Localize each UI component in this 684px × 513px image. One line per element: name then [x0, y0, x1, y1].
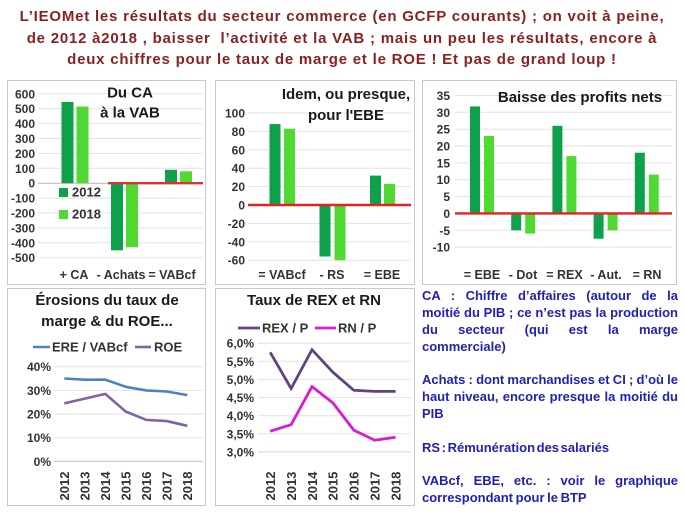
svg-text:- RS: - RS	[320, 268, 345, 282]
svg-text:30%: 30%	[27, 384, 51, 398]
svg-text:ERE / VABcf: ERE / VABcf	[52, 340, 128, 355]
svg-text:= EBE: = EBE	[464, 268, 500, 282]
svg-text:2014: 2014	[98, 471, 113, 501]
svg-text:2016: 2016	[347, 472, 362, 501]
svg-text:500: 500	[15, 102, 35, 116]
svg-text:2013: 2013	[78, 472, 93, 501]
svg-text:2015: 2015	[326, 472, 341, 501]
svg-text:= REX: = REX	[546, 268, 583, 282]
svg-text:25: 25	[437, 123, 451, 137]
svg-text:20: 20	[232, 180, 246, 194]
svg-text:20: 20	[437, 140, 451, 154]
svg-text:= RN: = RN	[633, 268, 662, 282]
svg-text:= EBE: = EBE	[364, 268, 400, 282]
svg-text:2018: 2018	[72, 207, 101, 222]
svg-text:40%: 40%	[27, 360, 51, 374]
svg-text:REX / P: REX / P	[262, 321, 309, 336]
svg-text:2015: 2015	[119, 472, 134, 501]
svg-text:2012: 2012	[263, 472, 278, 501]
svg-text:10: 10	[437, 173, 451, 187]
svg-text:pour l'EBE: pour l'EBE	[308, 107, 384, 124]
svg-text:-100: -100	[11, 192, 35, 206]
svg-text:Érosions du taux de: Érosions du taux de	[35, 292, 178, 309]
svg-text:marge & du ROE...: marge & du ROE...	[41, 313, 173, 330]
svg-text:Du CA: Du CA	[107, 85, 153, 102]
svg-text:2012: 2012	[72, 185, 101, 200]
svg-text:20%: 20%	[27, 408, 51, 422]
svg-text:100: 100	[15, 162, 35, 176]
svg-text:60: 60	[232, 143, 246, 157]
svg-text:-300: -300	[11, 221, 35, 235]
svg-text:-40: -40	[228, 235, 246, 249]
svg-text:80: 80	[232, 125, 246, 139]
svg-text:-500: -500	[11, 251, 35, 265]
svg-text:6,0%: 6,0%	[227, 337, 255, 351]
svg-text:5: 5	[443, 190, 450, 204]
svg-text:Baisse des profits nets: Baisse des profits nets	[498, 89, 662, 106]
svg-text:-200: -200	[11, 207, 35, 221]
svg-text:-5: -5	[439, 224, 450, 238]
svg-text:- Dot: - Dot	[509, 268, 538, 282]
svg-text:0: 0	[238, 199, 245, 213]
svg-text:200: 200	[15, 147, 35, 161]
svg-text:-20: -20	[228, 217, 246, 231]
svg-text:-10: -10	[433, 241, 451, 255]
svg-text:= VABcf: = VABcf	[258, 268, 306, 282]
svg-text:300: 300	[15, 132, 35, 146]
svg-text:0: 0	[28, 177, 35, 191]
svg-text:3,5%: 3,5%	[227, 427, 255, 441]
svg-text:2016: 2016	[139, 472, 154, 501]
svg-text:-400: -400	[11, 236, 35, 250]
svg-text:40: 40	[232, 162, 246, 176]
svg-text:2017: 2017	[160, 472, 175, 501]
svg-text:15: 15	[437, 156, 451, 170]
svg-text:ROE: ROE	[154, 340, 183, 355]
svg-text:0%: 0%	[34, 455, 52, 469]
svg-text:- Aut.: - Aut.	[590, 268, 621, 282]
svg-text:RN / P: RN / P	[338, 321, 377, 336]
svg-text:Idem, ou presque,: Idem, ou presque,	[282, 86, 410, 103]
svg-text:2012: 2012	[57, 472, 72, 501]
svg-text:10%: 10%	[27, 431, 51, 445]
svg-text:400: 400	[15, 117, 35, 131]
svg-text:4,0%: 4,0%	[227, 409, 255, 423]
svg-text:= VABcf: = VABcf	[148, 268, 196, 282]
svg-text:4,5%: 4,5%	[227, 391, 255, 405]
svg-text:+ CA: + CA	[60, 268, 89, 282]
svg-text:-60: -60	[228, 254, 246, 268]
svg-text:à la VAB: à la VAB	[100, 105, 160, 122]
svg-text:0: 0	[443, 207, 450, 221]
svg-text:Taux de REX et RN: Taux de REX et RN	[247, 292, 381, 309]
svg-text:35: 35	[437, 89, 451, 103]
svg-text:5,5%: 5,5%	[227, 355, 255, 369]
svg-text:2017: 2017	[368, 472, 383, 501]
svg-text:2013: 2013	[284, 472, 299, 501]
svg-text:3,0%: 3,0%	[227, 445, 255, 459]
svg-text:600: 600	[15, 87, 35, 101]
svg-text:30: 30	[437, 106, 451, 120]
svg-text:- Achats: - Achats	[97, 268, 146, 282]
svg-text:2014: 2014	[305, 471, 320, 501]
svg-text:5,0%: 5,0%	[227, 373, 255, 387]
svg-text:100: 100	[225, 107, 245, 121]
svg-text:2018: 2018	[180, 472, 195, 501]
svg-text:2018: 2018	[388, 472, 403, 501]
